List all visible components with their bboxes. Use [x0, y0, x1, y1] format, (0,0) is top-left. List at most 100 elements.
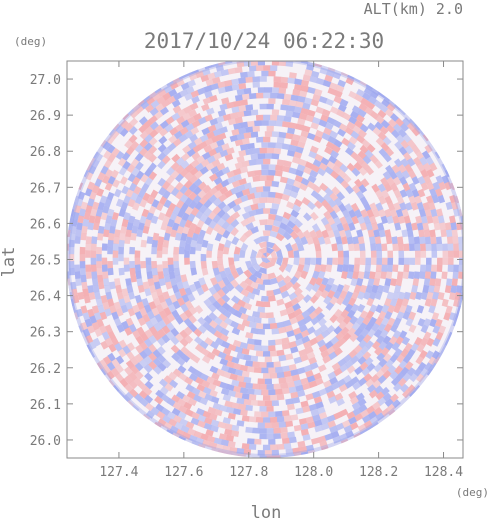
- echo-cell: [96, 246, 102, 255]
- echo-cell: [367, 122, 377, 132]
- echo-cell: [306, 236, 314, 245]
- echo-cell: [312, 159, 322, 168]
- echo-cell: [263, 158, 271, 165]
- echo-cell: [209, 389, 218, 398]
- echo-cell: [257, 378, 265, 385]
- echo-cell: [217, 279, 226, 289]
- echo-cell: [173, 267, 181, 276]
- echo-cell: [252, 427, 260, 434]
- echo-cell: [450, 222, 457, 231]
- echo-cell: [243, 354, 252, 361]
- echo-cell: [364, 264, 371, 273]
- echo-cell: [253, 236, 263, 245]
- echo-cell: [271, 203, 280, 210]
- echo-cell: [337, 169, 347, 179]
- echo-cell: [273, 197, 282, 205]
- echo-cell: [346, 121, 356, 130]
- echo-cell: [234, 284, 244, 294]
- echo-cell: [220, 179, 230, 188]
- echo-cell: [217, 109, 227, 117]
- echo-cell: [370, 374, 380, 383]
- echo-cell: [281, 193, 290, 202]
- echo-cell: [395, 208, 404, 218]
- echo-cell: [160, 393, 170, 403]
- echo-cell: [125, 146, 135, 156]
- echo-cell: [90, 243, 97, 251]
- echo-cell: [245, 104, 254, 111]
- echo-cell: [333, 347, 343, 357]
- echo-cell: [377, 323, 386, 333]
- y-tick-label: 26.1: [30, 398, 61, 413]
- echo-cell: [374, 385, 384, 395]
- echo-cell: [191, 119, 201, 128]
- echo-cell: [331, 382, 340, 391]
- echo-cell: [307, 109, 316, 117]
- echo-cell: [299, 182, 308, 192]
- echo-cell: [374, 121, 384, 131]
- echo-cell: [154, 124, 164, 134]
- echo-cell: [373, 329, 383, 339]
- echo-cell: [207, 303, 217, 313]
- echo-cell: [390, 113, 399, 122]
- echo-cell: [324, 340, 334, 350]
- echo-cell: [217, 305, 227, 315]
- echo-cell: [157, 346, 166, 355]
- echo-cell: [221, 204, 231, 214]
- echo-cell: [208, 320, 218, 329]
- echo-cell: [356, 190, 365, 200]
- echo-cell: [268, 367, 276, 374]
- echo-cell: [130, 365, 139, 375]
- echo-cell: [80, 274, 87, 283]
- echo-field: [67, 61, 463, 458]
- echo-cell: [164, 382, 174, 392]
- echo-cell: [245, 360, 253, 367]
- echo-cell: [283, 319, 292, 327]
- echo-cell: [292, 134, 301, 142]
- echo-cell: [273, 427, 281, 434]
- echo-cell: [258, 241, 267, 249]
- echo-cell: [299, 446, 308, 453]
- echo-cell: [361, 139, 371, 148]
- echo-cell: [283, 160, 292, 168]
- echo-cell: [282, 121, 290, 128]
- echo-cell: [307, 201, 316, 210]
- echo-cell: [207, 72, 216, 80]
- echo-cell: [152, 232, 160, 241]
- echo-cell: [276, 257, 284, 267]
- echo-cell: [180, 202, 189, 212]
- echo-cell: [240, 121, 248, 129]
- echo-cell: [125, 317, 134, 327]
- echo-cell: [420, 337, 429, 347]
- echo-cell: [156, 243, 163, 251]
- echo-cell: [217, 351, 227, 360]
- echo-cell: [300, 354, 309, 362]
- echo-cell: [330, 430, 340, 439]
- echo-cell: [269, 277, 278, 285]
- echo-cell: [181, 212, 190, 222]
- echo-cell: [288, 214, 298, 224]
- echo-cell: [403, 215, 411, 224]
- echo-cell: [210, 83, 219, 91]
- echo-cell: [87, 222, 94, 231]
- echo-cell: [451, 278, 458, 287]
- echo-cell: [444, 222, 452, 231]
- echo-cell: [81, 225, 88, 234]
- echo-cell: [152, 349, 162, 359]
- echo-cell: [184, 408, 194, 417]
- echo-cell: [415, 355, 424, 365]
- echo-cell: [125, 278, 132, 286]
- echo-cell: [241, 211, 251, 220]
- echo-cell: [366, 143, 376, 153]
- echo-cell: [284, 183, 294, 191]
- echo-cell: [320, 422, 330, 431]
- echo-cell: [146, 195, 155, 205]
- echo-cell: [287, 249, 295, 258]
- echo-cell: [155, 202, 164, 212]
- echo-cell: [157, 337, 166, 347]
- echo-cell: [115, 150, 125, 160]
- echo-cell: [342, 112, 352, 121]
- echo-cell: [406, 348, 416, 358]
- echo-cell: [332, 257, 339, 266]
- echo-cell: [162, 261, 169, 269]
